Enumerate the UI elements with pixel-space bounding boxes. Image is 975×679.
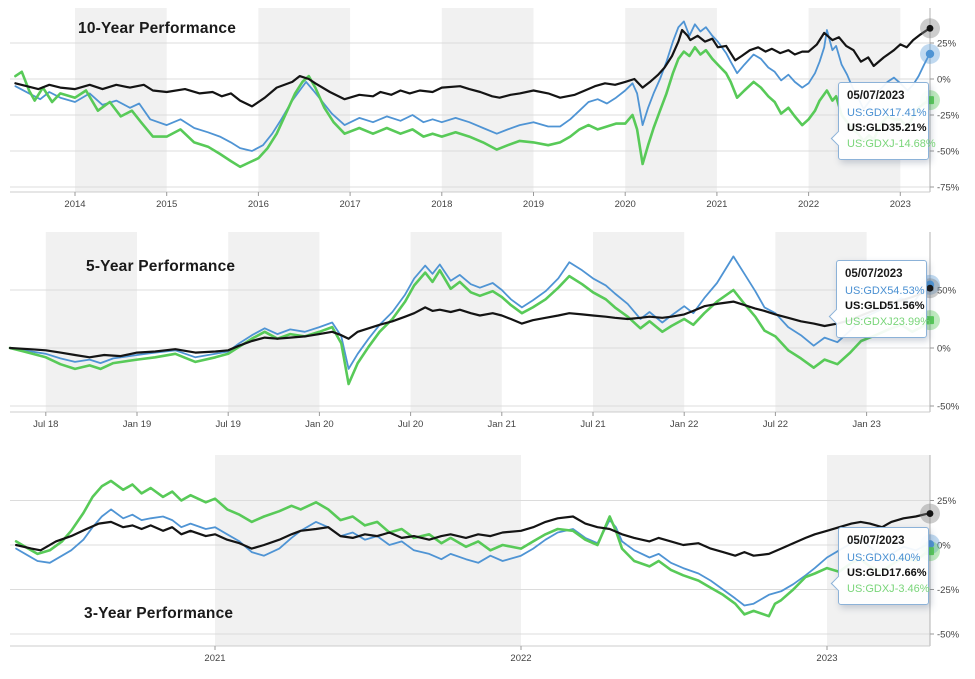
tooltip-row-gdx: US:GDX 17.41% (847, 106, 927, 119)
chart-tooltip-10-year: 05/07/2023 US:GDX 17.41% US:GLD 35.21% US:… (830, 82, 936, 160)
x-tick-label: Jan 22 (670, 419, 699, 430)
alt-period-band (441, 8, 534, 192)
chart-title-10-year: 10-Year Performance (78, 20, 237, 37)
tooltip-row-gdxj: US:GDXJ -3.46% (847, 582, 930, 595)
x-tick-label: Jul 20 (398, 419, 423, 430)
x-tick-label: Jul 18 (33, 419, 58, 430)
y-tick-label: 25% (937, 39, 957, 50)
x-tick-label: 2022 (510, 653, 531, 664)
chart-tooltip-3-year: 05/07/2023 US:GDX 0.40% US:GLD 17.66% US:G… (830, 527, 930, 605)
series-line-gdxj[interactable] (8, 268, 932, 386)
y-tick-label: -25% (937, 585, 960, 596)
y-tick-label: -75% (937, 183, 960, 194)
x-tick-label: 2023 (816, 653, 837, 664)
tooltip-row-gdxj: US:GDXJ -14.68% (847, 137, 936, 150)
x-tick-label: 2016 (248, 199, 269, 210)
x-tick-label: Jan 20 (305, 419, 334, 430)
series-line-gdxj[interactable] (14, 479, 930, 618)
series-line-gld[interactable] (8, 287, 932, 359)
alt-period-band (45, 232, 137, 412)
gdx-end-marker[interactable] (925, 49, 935, 59)
chart-tooltip-5-year: 05/07/2023 US:GDX 54.53% US:GLD 51.56% US:… (828, 260, 930, 338)
alt-period-band (215, 455, 521, 646)
tooltip-date: 05/07/2023 (845, 268, 903, 280)
x-tick-label: 2021 (706, 199, 727, 210)
y-tick-label: 50% (937, 286, 957, 297)
tooltip-row-gdxj: US:GDXJ 23.99% (845, 315, 930, 328)
tooltip-date: 05/07/2023 (847, 90, 905, 102)
x-tick-label: Jul 19 (216, 419, 241, 430)
x-tick-label: 2020 (615, 199, 636, 210)
x-tick-label: 2014 (64, 199, 85, 210)
series-line-gdx[interactable] (14, 20, 931, 152)
x-tick-label: Jan 23 (852, 419, 881, 430)
chart-title-5-year: 5-Year Performance (86, 258, 236, 275)
y-tick-label: 0% (937, 75, 951, 86)
x-tick-label: 2023 (890, 199, 911, 210)
gdxj-end-marker[interactable] (926, 316, 934, 325)
x-tick-label: Jul 21 (580, 419, 605, 430)
tooltip-row-gdx: US:GDX 0.40% (847, 551, 921, 564)
x-tick-label: 2022 (798, 199, 819, 210)
y-tick-label: -50% (937, 630, 960, 641)
y-tick-label: 0% (937, 541, 951, 552)
x-tick-label: Jul 22 (763, 419, 788, 430)
gld-end-marker[interactable] (926, 284, 934, 292)
x-tick-label: 2019 (523, 199, 544, 210)
gld-end-marker[interactable] (926, 510, 934, 517)
chart-title-3-year: 3-Year Performance (84, 605, 234, 622)
x-tick-label: Jan 19 (123, 419, 152, 430)
series-line-gdxj[interactable] (14, 45, 931, 169)
alt-period-band (228, 232, 320, 412)
tooltip-row-gld: US:GLD 35.21% (847, 122, 927, 134)
x-tick-label: 2021 (204, 653, 225, 664)
y-tick-label: -50% (937, 147, 960, 158)
y-tick-label: -50% (937, 402, 960, 413)
alt-period-band (593, 232, 685, 412)
x-tick-label: 2015 (156, 199, 177, 210)
tooltip-row-gld: US:GLD 51.56% (845, 300, 925, 312)
tooltip-date: 05/07/2023 (847, 535, 905, 547)
x-tick-label: 2018 (431, 199, 452, 210)
alt-period-band (410, 232, 502, 412)
tooltip-row-gld: US:GLD 17.66% (847, 567, 927, 579)
y-tick-label: 25% (937, 496, 957, 507)
gld-end-marker[interactable] (926, 24, 934, 32)
alt-period-band (258, 8, 351, 192)
tooltip-row-gdx: US:GDX 54.53% (845, 284, 925, 297)
y-tick-label: -25% (937, 111, 960, 122)
series-line-gdx[interactable] (15, 508, 929, 607)
series-line-gld[interactable] (15, 512, 930, 557)
series-line-gdx[interactable] (9, 255, 931, 370)
y-tick-label: 0% (937, 344, 951, 355)
x-tick-label: Jan 21 (488, 419, 517, 430)
series-line-gld[interactable] (14, 27, 931, 108)
x-tick-label: 2017 (340, 199, 361, 210)
